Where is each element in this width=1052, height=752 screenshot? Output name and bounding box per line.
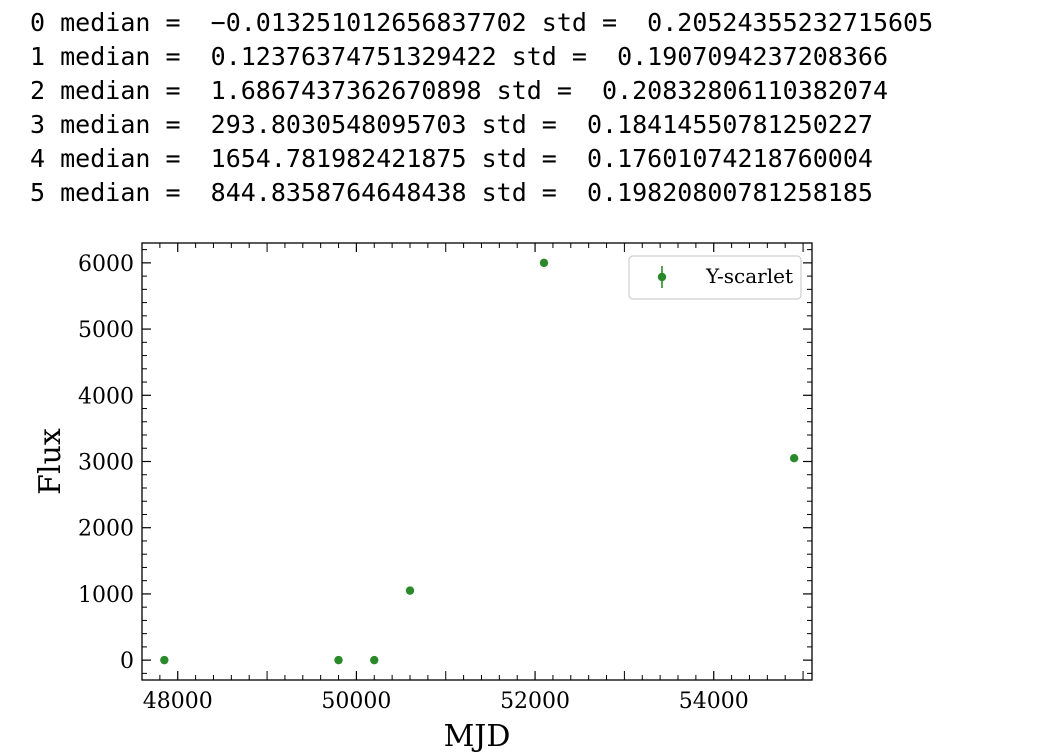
std-label: std = [511,42,587,71]
std-label: std = [481,144,557,173]
std-value: 0.19820800781258185 [586,178,873,207]
std-value: 0.18414550781250227 [586,110,873,139]
median-label: median = [60,110,181,139]
median-value: 293.8030548095703 [210,110,467,139]
data-point [160,655,169,665]
std-label: std = [481,178,557,207]
data-point [539,258,549,268]
output-line: 0 median = −0.013251012656837702 std = 0… [30,6,933,40]
y-tick-label: 1000 [78,583,134,608]
x-tick-label: 50000 [321,689,391,714]
median-value: 1654.781982421875 [210,144,467,173]
output-index: 1 [30,42,46,71]
x-axis-title: MJD [444,719,511,752]
output-line: 4 median = 1654.781982421875 std = 0.176… [30,142,933,176]
std-value: 0.20524355232715605 [647,8,934,37]
output-index: 3 [30,110,46,139]
data-point [334,655,343,665]
output-line: 1 median = 0.12376374751329422 std = 0.1… [30,40,933,74]
x-tick-label: 48000 [143,689,213,714]
y-tick-label: 0 [120,649,134,674]
data-point [370,655,379,665]
median-value: −0.013251012656837702 [210,8,527,37]
data-point [405,586,415,595]
legend-label: Y-scarlet [705,264,793,288]
median-label: median = [60,144,181,173]
y-axis-title: Flux [33,428,68,495]
output-line: 3 median = 293.8030548095703 std = 0.184… [30,108,933,142]
median-label: median = [60,76,181,105]
std-label: std = [541,8,618,37]
median-value: 844.8358764648438 [210,178,467,207]
y-tick-label: 4000 [78,384,134,409]
median-value: 1.6867437362670898 [210,76,482,105]
y-tick-label: 5000 [78,318,134,343]
data-point [789,453,799,463]
y-tick-label: 3000 [78,451,134,476]
median-label: median = [60,8,181,37]
y-tick-label: 6000 [78,252,134,277]
std-label: std = [481,110,557,139]
std-value: 0.20832806110382074 [602,76,889,105]
output-index: 5 [30,178,46,207]
median-value: 0.12376374751329422 [210,42,497,71]
std-value: 0.17601074218760004 [586,144,873,173]
output-line: 2 median = 1.6867437362670898 std = 0.20… [30,74,933,108]
legend-marker [657,272,667,282]
output-index: 2 [30,76,46,105]
legend-box [628,255,802,300]
x-tick-label: 54000 [679,689,749,714]
std-label: std = [496,76,572,105]
median-label: median = [60,42,181,71]
notebook-output-text: 0 median = −0.013251012656837702 std = 0… [30,6,933,210]
y-tick-label: 2000 [78,517,134,542]
output-line: 5 median = 844.8358764648438 std = 0.198… [30,176,933,210]
x-tick-label: 52000 [500,689,570,714]
output-index: 0 [30,8,46,37]
std-value: 0.1907094237208366 [617,42,889,71]
output-index: 4 [30,144,46,173]
median-label: median = [60,178,181,207]
plot-frame [141,242,813,681]
